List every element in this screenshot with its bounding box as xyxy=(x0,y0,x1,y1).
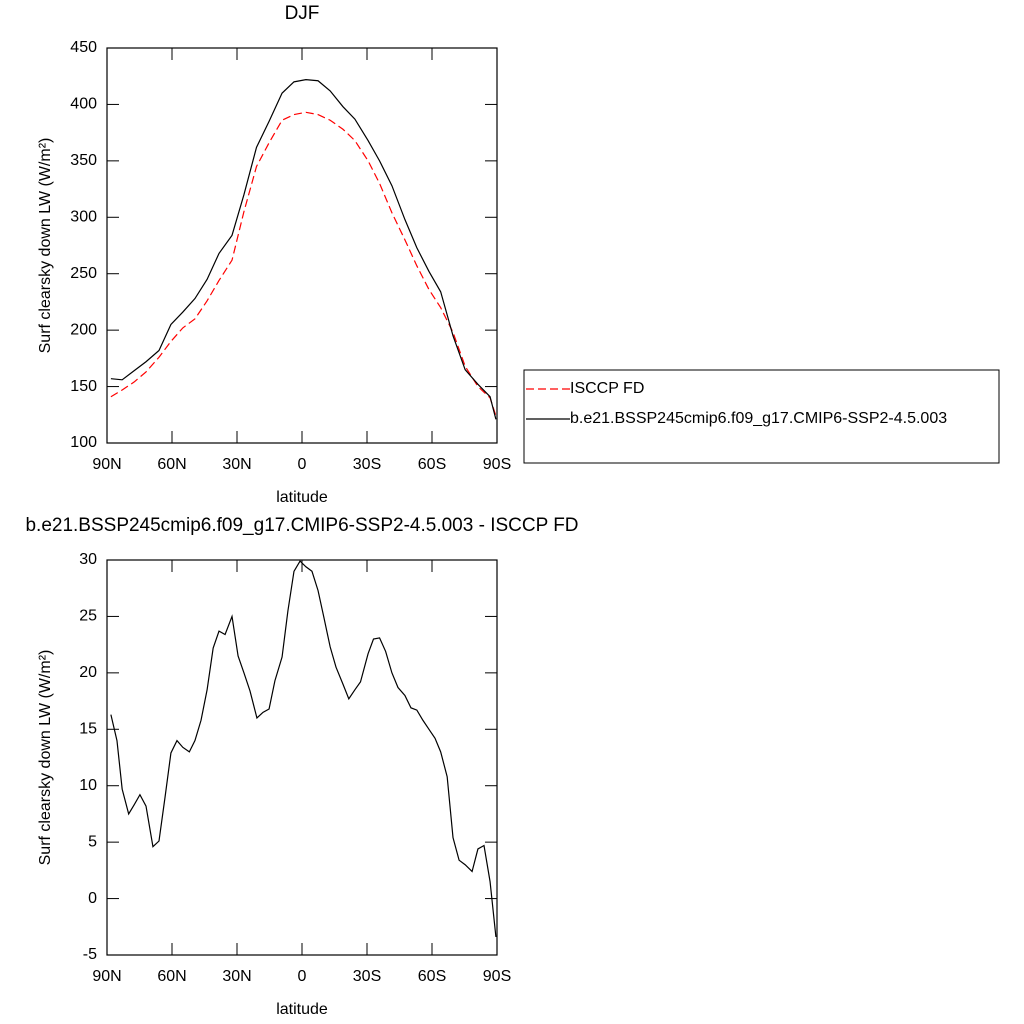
y-tick-label: 0 xyxy=(88,890,97,907)
x-tick-label: 30N xyxy=(222,968,251,985)
x-axis-label: latitude xyxy=(276,489,328,506)
x-tick-label: 0 xyxy=(298,968,307,985)
x-axis-label: latitude xyxy=(276,1001,328,1018)
y-tick-label: 30 xyxy=(79,551,97,568)
chart-title: b.e21.BSSP245cmip6.f09_g17.CMIP6-SSP2-4.… xyxy=(25,515,578,536)
y-tick-label: 250 xyxy=(70,265,97,282)
x-tick-label: 30N xyxy=(222,456,251,473)
y-tick-label: 20 xyxy=(79,664,97,681)
y-tick-label: 200 xyxy=(70,321,97,338)
data-line xyxy=(110,78,497,420)
data-line xyxy=(110,560,497,938)
y-tick-label: 10 xyxy=(79,777,97,794)
data-line xyxy=(110,111,497,417)
y-tick-label: 400 xyxy=(70,96,97,113)
x-tick-label: 90N xyxy=(92,968,121,985)
y-tick-label: 100 xyxy=(70,434,97,451)
x-tick-label: 90S xyxy=(483,456,511,473)
x-tick-label: 60S xyxy=(418,968,446,985)
y-tick-label: 25 xyxy=(79,608,97,625)
y-tick-label: 15 xyxy=(79,721,97,738)
y-tick-label: 5 xyxy=(88,833,97,850)
x-tick-label: 60N xyxy=(157,968,186,985)
y-tick-label: 300 xyxy=(70,209,97,226)
x-tick-label: 90S xyxy=(483,968,511,985)
plot-frame xyxy=(106,559,498,956)
x-tick-label: 0 xyxy=(298,456,307,473)
legend-label: ISCCP FD xyxy=(570,380,644,397)
y-tick-label: 150 xyxy=(70,378,97,395)
y-tick-label: 450 xyxy=(70,39,97,56)
x-tick-label: 30S xyxy=(353,456,381,473)
y-tick-label: 350 xyxy=(70,152,97,169)
legend-label: b.e21.BSSP245cmip6.f09_g17.CMIP6-SSP2-4.… xyxy=(570,410,947,427)
chart-title: DJF xyxy=(285,3,320,24)
y-axis-label: Surf clearsky down LW (W/m²) xyxy=(37,650,54,866)
x-tick-label: 60S xyxy=(418,456,446,473)
x-tick-label: 30S xyxy=(353,968,381,985)
x-tick-label: 90N xyxy=(92,456,121,473)
x-tick-label: 60N xyxy=(157,456,186,473)
plot-frame xyxy=(106,47,498,444)
legend-box xyxy=(523,369,1000,464)
y-tick-label: -5 xyxy=(83,946,97,963)
y-axis-label: Surf clearsky down LW (W/m²) xyxy=(37,138,54,354)
